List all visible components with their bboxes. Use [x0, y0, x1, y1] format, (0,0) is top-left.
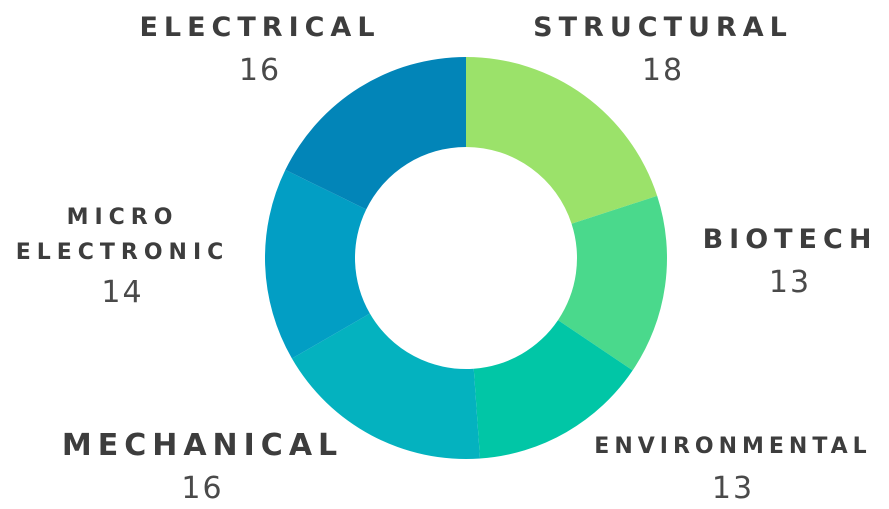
label-electrical: ELECTRICAL 16 — [130, 12, 390, 88]
slice-biotech — [558, 195, 667, 371]
slice-electrical — [285, 57, 466, 210]
slice-label-mechanical: MECHANICAL — [61, 428, 344, 463]
slice-value-biotech: 13 — [768, 265, 812, 300]
slice-label-electrical: ELECTRICAL — [139, 12, 381, 43]
label-biotech: BIOTECH 13 — [695, 224, 885, 300]
label-micro-electronic: MICRO ELECTRONIC 14 — [5, 205, 240, 310]
slice-label-biotech: BIOTECH — [702, 224, 878, 255]
slice-value-micro-electronic: 14 — [101, 275, 144, 310]
slice-label-environmental: ENVIRONMENTAL — [594, 434, 872, 459]
slice-value-structural: 18 — [641, 53, 685, 88]
slice-structural — [466, 57, 658, 224]
label-structural: STRUCTURAL 18 — [528, 12, 798, 88]
slice-mechanical — [291, 313, 481, 459]
slice-environmental — [473, 320, 633, 459]
slice-value-mechanical: 16 — [181, 471, 224, 506]
slice-label-micro-electronic-line2: ELECTRONIC — [15, 240, 230, 265]
slice-value-environmental: 13 — [711, 471, 755, 506]
slice-label-micro-electronic-line1: MICRO — [66, 205, 179, 230]
slice-label-structural: STRUCTURAL — [533, 12, 793, 43]
label-environmental: ENVIRONMENTAL 13 — [578, 434, 888, 506]
slice-value-electrical: 16 — [238, 53, 282, 88]
slice-micro-electronic — [265, 169, 370, 359]
label-mechanical: MECHANICAL 16 — [50, 428, 355, 506]
